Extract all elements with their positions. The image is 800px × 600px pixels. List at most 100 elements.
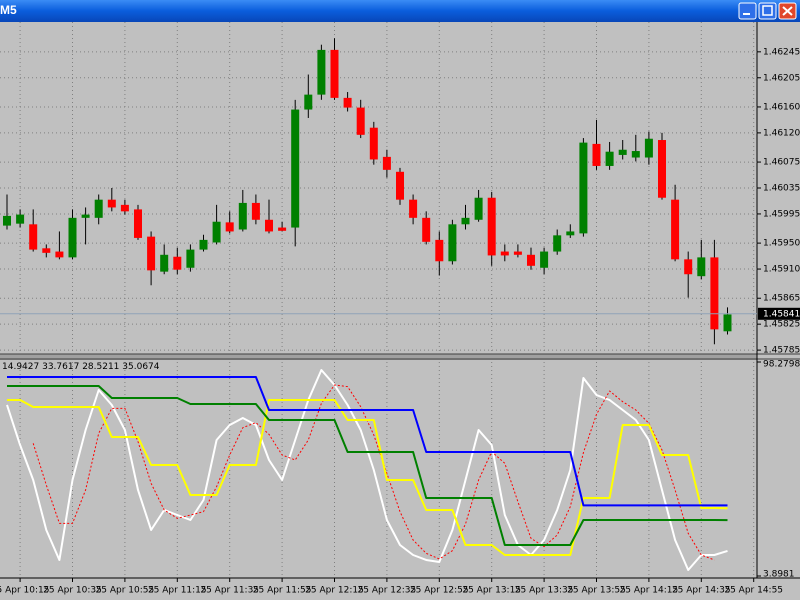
candle-body [134,209,142,238]
candle-body [553,235,562,252]
candle-body [671,199,680,260]
candle-body [723,314,732,332]
indicator-line [6,369,728,571]
indicator-value: 33.7617 [42,362,79,372]
candle-body [592,143,601,166]
candle-body [120,204,129,212]
y-tick-label: 1.45865 [763,294,800,304]
x-tick-label: 25 Apr 11:15 [148,586,207,596]
candle-body [68,217,77,258]
last-price-box [758,307,800,320]
candle-body [356,107,365,135]
y-tick-label: 1.45785 [763,346,800,356]
candle-body [513,251,522,255]
candle-body [42,248,51,253]
candle-body [579,142,588,234]
candle-body [644,138,653,158]
candle-body [631,151,640,158]
candle-body [81,214,90,218]
candle-body [317,49,326,95]
y-tick-label: 1.45825 [763,320,800,330]
candle-body [382,156,391,170]
candle-body [658,140,666,198]
x-tick-label: 25 Apr 13:15 [462,586,521,596]
candle-body [147,236,156,271]
window-title: M5 [0,3,17,17]
candle-body [618,149,627,155]
candle-body [566,231,575,236]
candle-body [107,199,116,208]
indicator-value: 35.0674 [122,362,159,372]
y-tick-label: 98.2798 [763,360,800,370]
x-tick-label: 25 Apr 13:35 [515,586,574,596]
candle-body [448,224,457,262]
title-bar [0,0,800,22]
candle-body [710,257,719,330]
candle-body [422,217,431,242]
candle-body [16,214,25,224]
candle-body [225,222,234,232]
candle-body [55,251,64,258]
candle-body [396,171,404,200]
y-tick-label: 1.45910 [763,265,800,275]
x-tick-label: 25 Apr 10:55 [96,586,155,596]
candle-body [199,239,208,250]
close-button[interactable] [778,2,797,20]
candle-body [3,215,11,226]
pane-separator [0,354,757,360]
x-tick-label: 25 Apr 12:35 [358,586,417,596]
x-tick-label: 25 Apr 13:55 [567,586,626,596]
y-tick-label: 1.46120 [763,128,800,138]
indicator-header: 14.9427 33.7617 28.5211 35.0674 [2,362,160,372]
x-tick-label: 25 Apr 11:55 [253,586,312,596]
candle-body [186,249,195,268]
candle-body [160,254,169,272]
indicator-value: 28.5211 [82,362,119,372]
candle-body [29,224,38,250]
candle-body [369,127,378,160]
x-tick-label: 25 Apr 14:55 [724,586,783,596]
candle-body [487,197,496,256]
indicator-line [32,384,715,561]
candle-body [605,151,614,166]
candle-body [251,202,260,220]
maximize-button[interactable] [758,2,777,20]
candle-body [540,251,549,268]
y-tick-label: 1.46075 [763,158,800,168]
y-tick-label: 1.45995 [763,209,800,219]
indicator-line [7,384,728,546]
candle-body [474,197,483,220]
candle-body [343,97,352,108]
candle-body [278,227,287,231]
x-tick-label: 25 Apr 14:35 [672,586,731,596]
candle-body [461,217,470,225]
candle-body [697,257,706,277]
y-tick-label: 1.46035 [763,184,800,194]
candle-body [500,251,509,256]
x-tick-label: 25 Apr 10:35 [43,586,102,596]
candle-body [409,199,418,218]
candle-body [212,221,221,243]
candle-body [527,254,535,266]
candle-body [238,202,247,230]
indicator-value: 14.9427 [2,362,39,372]
y-tick-label: 3.8981 [763,570,795,580]
x-tick-label: 25 Apr 14:15 [620,586,679,596]
candle-body [291,109,300,228]
x-tick-label: 25 Apr 11:35 [200,586,259,596]
y-tick-label: 1.45950 [763,239,800,249]
x-tick-label: 25 Apr 10:15 [0,586,49,596]
chart-background [0,22,800,600]
candle-body [173,256,182,270]
x-tick-label: 25 Apr 12:15 [305,586,364,596]
candle-body [304,94,313,110]
candle-body [265,219,273,232]
candle-body [94,199,103,218]
minimize-button[interactable] [738,2,757,20]
candle-body [330,49,339,98]
y-tick-label: 1.46205 [763,73,800,83]
last-price-label: 1.45841 [763,309,800,319]
x-tick-label: 25 Apr 12:55 [410,586,469,596]
